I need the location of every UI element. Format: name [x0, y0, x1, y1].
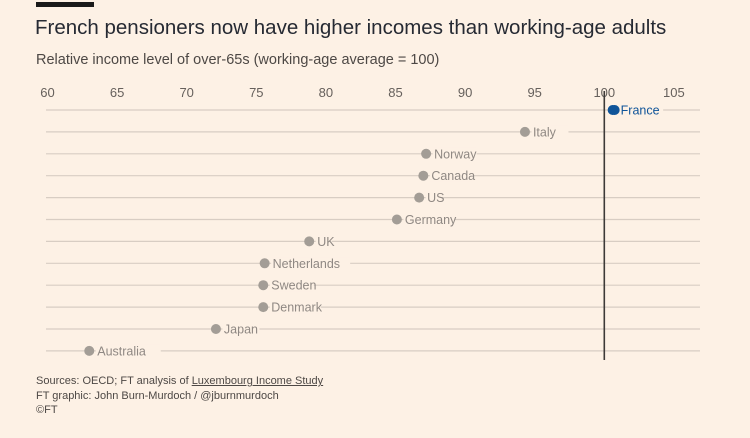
x-tick-label: 90 [458, 85, 472, 100]
data-label: Canada [431, 169, 475, 183]
label-mask [315, 235, 332, 248]
sources-link[interactable]: Luxembourg Income Study [191, 375, 324, 387]
data-label: Australia [97, 344, 146, 358]
label-mask [432, 147, 477, 160]
x-tick-label: 75 [249, 85, 263, 100]
data-point [258, 302, 269, 313]
data-point [84, 345, 95, 356]
data-point [391, 214, 402, 225]
sources-prefix: Sources: OECD; FT analysis of [36, 375, 192, 387]
data-point [259, 258, 270, 269]
chart-footer: Sources: OECD; FT analysis of Luxembourg… [36, 374, 323, 418]
data-point [418, 170, 429, 181]
label-mask [425, 191, 442, 204]
label-mask [269, 279, 314, 292]
x-tick-label: 80 [319, 85, 333, 100]
data-point [258, 280, 269, 291]
label-mask [222, 323, 260, 335]
data-label: Japan [224, 323, 258, 337]
ft-accent-bar [36, 2, 94, 7]
data-label: Sweden [271, 279, 316, 293]
chart-subtitle: Relative income level of over-65s (worki… [36, 52, 440, 68]
data-point [519, 126, 530, 137]
data-label: Italy [533, 125, 557, 139]
data-label: Germany [405, 213, 457, 227]
label-mask [403, 213, 455, 226]
label-mask [531, 125, 569, 138]
data-label: France [621, 104, 660, 118]
data-label: Denmark [271, 301, 322, 315]
chart-rows: France Italy Norway Canada US Germany UK Nether… [46, 104, 700, 358]
reference-line-group [603, 91, 620, 360]
label-mask [271, 257, 351, 270]
label-mask [95, 344, 161, 357]
data-point [421, 148, 432, 159]
dot-plot-chart: 60 65 70 75 80 85 90 95 100 105 FranceItalyNorway… [40, 85, 700, 360]
data-point [414, 192, 425, 203]
chart-title: French pensioners now have higher income… [35, 16, 667, 39]
copyright-line: ©FT [36, 404, 58, 416]
x-tick-label: 65 [110, 85, 124, 100]
label-mask [269, 301, 321, 314]
label-mask [619, 104, 664, 116]
data-point [304, 236, 315, 247]
x-axis-ticks: 60 65 70 75 80 85 90 95 100 105 [40, 85, 684, 100]
x-tick-label: 95 [527, 85, 541, 100]
x-tick-label: 105 [663, 85, 685, 100]
data-label: Netherlands [273, 257, 340, 271]
x-tick-label: 70 [179, 85, 193, 100]
data-label: Norway [434, 147, 477, 161]
data-label: US [427, 191, 444, 205]
sources-line: Sources: OECD; FT analysis of Luxembourg… [36, 374, 323, 389]
x-tick-label: 85 [388, 85, 402, 100]
highlight-point [609, 105, 620, 115]
data-point [210, 324, 221, 334]
data-label: UK [317, 235, 335, 249]
label-mask [429, 169, 474, 182]
credit-line: FT graphic: John Burn-Murdoch / @jburnmu… [36, 389, 279, 402]
x-tick-label: 60 [40, 85, 54, 100]
